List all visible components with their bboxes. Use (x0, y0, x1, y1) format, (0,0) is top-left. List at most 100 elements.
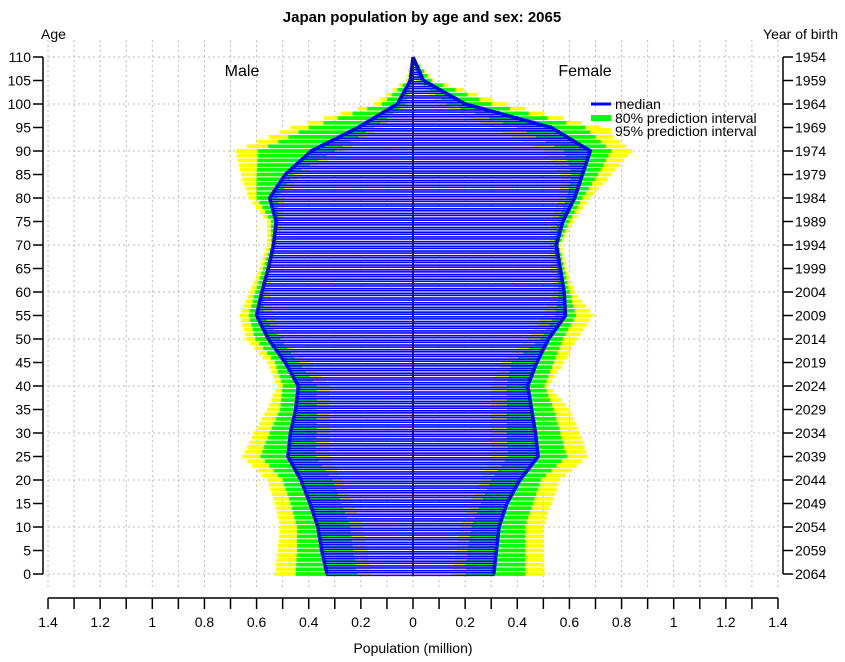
female-base-bar (413, 492, 475, 496)
male-base-bar (329, 449, 413, 454)
male-median-line (254, 56, 415, 575)
male-base-bar (386, 120, 413, 125)
male-base-bar (312, 365, 413, 370)
male-base-bar (303, 355, 413, 360)
male-80-interval-bar (296, 529, 351, 534)
male-base-bar (402, 106, 413, 111)
female-base-bar (413, 337, 528, 341)
male-base-bar (370, 567, 413, 572)
male-80-interval-bar (281, 393, 317, 398)
female-base-bar (413, 167, 558, 172)
male-base-bar (392, 116, 413, 120)
female-base-bar (413, 501, 471, 506)
y-tick-label-left: 45 (15, 355, 31, 371)
male-80-interval-bar (259, 200, 278, 205)
male-base-bar (345, 149, 413, 153)
female-base-bar (413, 252, 550, 257)
female-base-bar (413, 539, 458, 543)
female-base-bar (413, 304, 548, 308)
female-base-bar (413, 421, 492, 426)
male-base-bar (271, 276, 413, 280)
female-80-interval-bar (511, 365, 552, 370)
female-base-bar (413, 398, 492, 402)
female-base-bar (413, 449, 492, 454)
x-tick-label: 0.4 (508, 614, 528, 630)
male-base-bar (369, 562, 413, 567)
y-tick-label-right: 2034 (795, 425, 826, 441)
male-80-interval-bar (262, 205, 278, 210)
y-tick-label-right: 1979 (795, 167, 826, 183)
female-base-bar (413, 407, 492, 412)
female-base-bar (413, 558, 455, 562)
male-80-interval-bar (337, 116, 387, 120)
female-base-bar (413, 374, 496, 379)
female-base-bar (413, 102, 440, 106)
y-tick-label-left: 110 (9, 49, 32, 65)
male-80-interval-bar (277, 412, 317, 417)
male-80-interval-bar (256, 182, 287, 186)
y-tick-label-right: 2009 (795, 308, 826, 324)
y-axis-right-label: Year of birth (763, 26, 838, 42)
female-base-bar (413, 111, 460, 116)
male-80-interval-bar (267, 435, 317, 440)
male-base-bar (365, 534, 413, 539)
female-base-bar (413, 487, 477, 492)
y-tick-label-right: 2039 (795, 449, 826, 465)
male-base-bar (329, 445, 413, 449)
male-base-bar (371, 572, 413, 576)
female-base-bar (413, 271, 552, 276)
male-base-bar (273, 261, 413, 266)
female-base-bar (413, 332, 531, 337)
female-base-bar (413, 163, 555, 167)
male-base-bar (294, 182, 413, 186)
y-tick-label-right: 2059 (795, 543, 826, 559)
male-80-interval-bar (296, 553, 354, 558)
male-base-bar (329, 407, 413, 412)
y-tick-label-left: 0 (23, 566, 31, 582)
male-80-interval-bar (256, 167, 302, 172)
female-base-bar (413, 534, 459, 539)
male-80-interval-bar (298, 130, 367, 135)
male-80-interval-bar (268, 144, 343, 149)
male-base-bar (309, 167, 413, 172)
female-base-bar (413, 238, 550, 243)
male-base-bar (317, 370, 413, 374)
male-base-bar (277, 243, 413, 247)
female-base-bar (413, 318, 541, 323)
male-80-interval-bar (290, 501, 342, 506)
male-80-interval-bar (256, 186, 284, 191)
y-tick-label-left: 70 (15, 237, 31, 253)
male-base-bar (270, 280, 413, 285)
y-tick-label-right: 2024 (795, 378, 826, 394)
female-base-bar (413, 144, 533, 149)
female-base-bar (413, 548, 457, 553)
y-tick-label-left: 75 (15, 214, 31, 230)
male-base-bar (280, 229, 413, 233)
female-base-bar (413, 323, 538, 327)
female-80-interval-bar (494, 473, 546, 478)
female-base-bar (413, 130, 502, 135)
y-tick-label-right: 1989 (795, 214, 826, 230)
male-80-interval-bar (257, 163, 310, 167)
male-80-interval-bar (256, 191, 281, 196)
male-base-bar (277, 323, 413, 327)
male-base-bar (342, 478, 413, 482)
female-base-bar (413, 280, 553, 285)
female-80-interval-bar (543, 332, 566, 337)
female-base-bar (413, 308, 546, 313)
female-base-bar (413, 247, 550, 252)
male-base-bar (407, 102, 413, 106)
male-80-interval-bar (280, 402, 317, 407)
male-base-bar (288, 191, 413, 196)
male-80-interval-bar (256, 196, 278, 200)
female-base-bar (413, 186, 561, 191)
y-tick-label-right: 1969 (795, 120, 826, 136)
male-base-bar (329, 388, 413, 393)
female-80-interval-bar (570, 177, 595, 182)
male-80-interval-bar (258, 280, 267, 285)
male-80-interval-bar (294, 515, 347, 520)
male-base-bar (293, 346, 413, 351)
y-tick-label-left: 5 (23, 543, 31, 559)
y-tick-label-right: 1984 (795, 190, 826, 206)
